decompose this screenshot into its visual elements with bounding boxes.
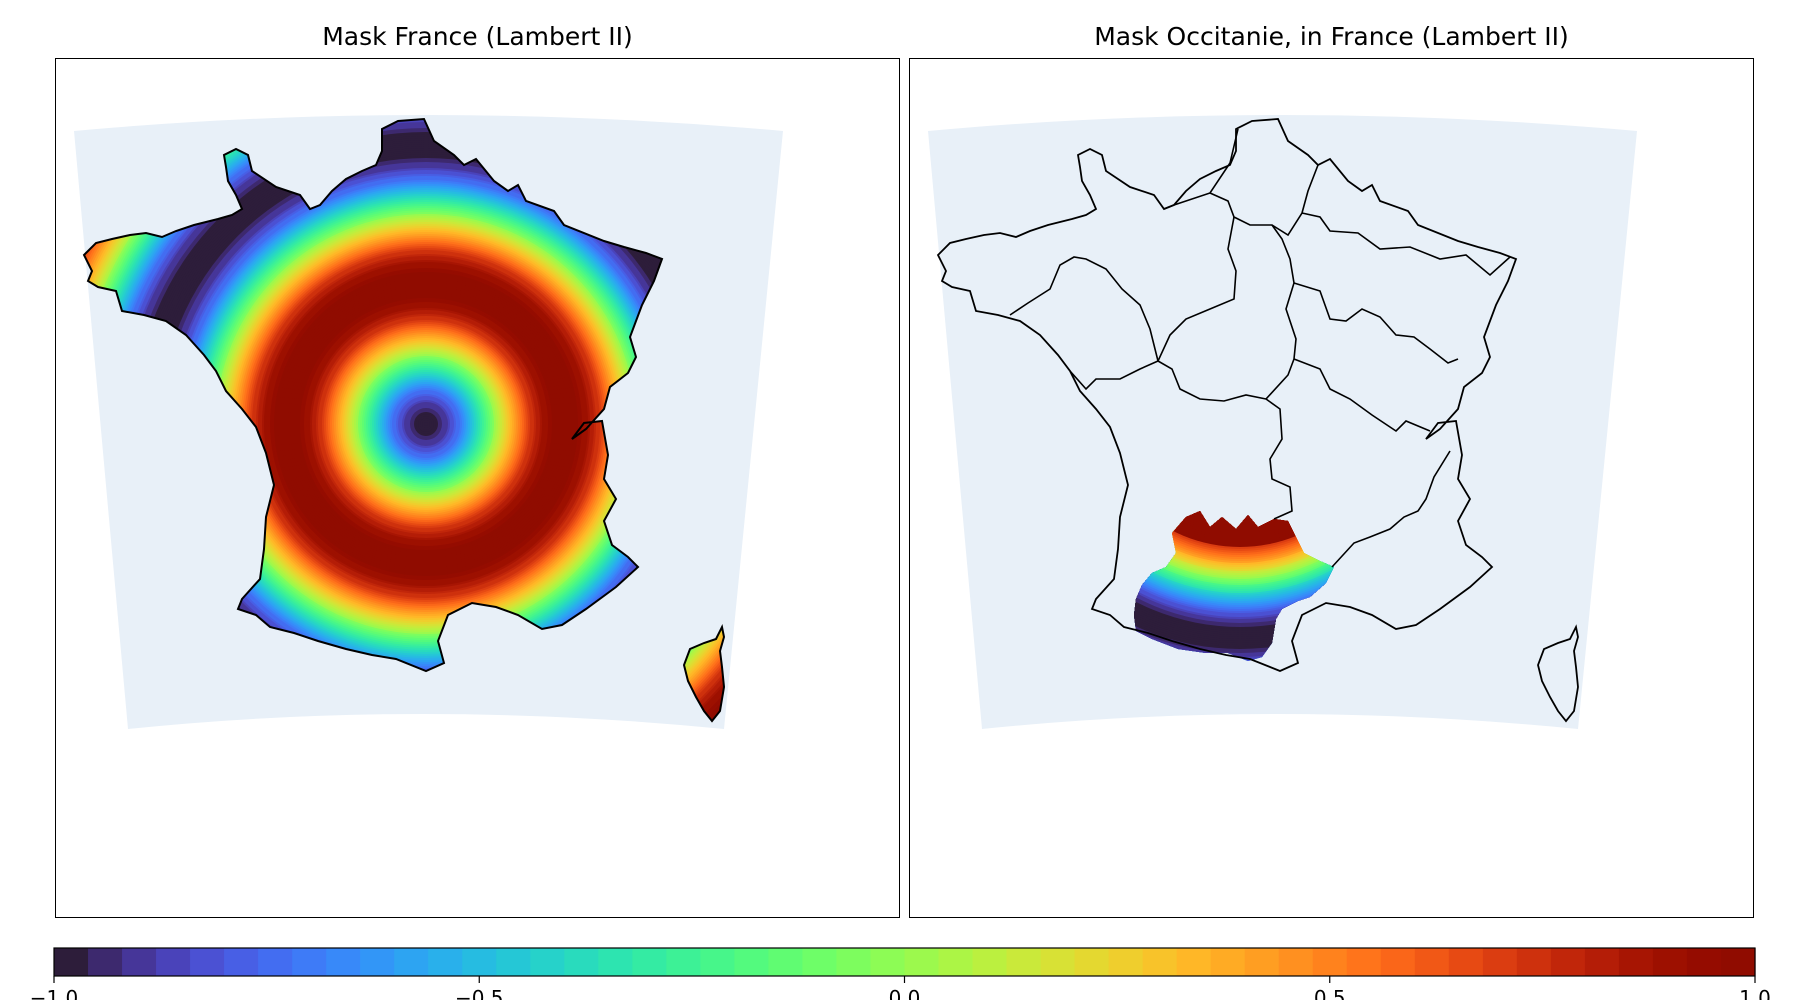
region-border: [1156, 216, 1267, 402]
region-borders: [1009, 128, 1511, 568]
region-border: [1009, 256, 1159, 362]
colorbar-band: [1414, 948, 1450, 976]
map-panel-france: [55, 58, 900, 918]
colorbar-band: [1550, 948, 1586, 976]
colorbar-tick-label: −1.0: [30, 986, 79, 1000]
colorbar-band: [54, 948, 89, 976]
colorbar-band: [768, 948, 804, 976]
region-border: [1293, 358, 1431, 433]
colorbar-band: [1006, 948, 1042, 976]
colorbar-band: [904, 948, 940, 976]
colorbar-band: [1312, 948, 1348, 976]
colorbar-band: [326, 948, 361, 976]
colorbar-band: [394, 948, 429, 976]
left-panel-title: Mask France (Lambert II): [322, 22, 633, 51]
corsica-coastline: [1537, 624, 1579, 723]
france-map: [74, 115, 783, 729]
colorbar-band: [734, 948, 770, 976]
colorbar-tick-label: 0.5: [1314, 986, 1346, 1000]
france-coastline: [82, 117, 664, 673]
colorbar-band: [1618, 948, 1654, 976]
colorbar-bands: [54, 948, 1756, 976]
colorbar-band: [1108, 948, 1144, 976]
france-coastline: [936, 118, 1518, 672]
map-panel-occitanie: [909, 58, 1754, 918]
colorbar-band: [88, 948, 123, 976]
colorbar-ticks: −1.0 −0.5 0.0 0.5 1.0: [30, 976, 1771, 1000]
colorbar-band: [1074, 948, 1110, 976]
colorbar-band: [1142, 948, 1178, 976]
colorbar-band: [530, 948, 565, 976]
colorbar-band: [666, 948, 701, 976]
colorbar-tick-label: 0.0: [889, 986, 921, 1000]
colorbar-band: [1210, 948, 1246, 976]
colorbar-band: [156, 948, 191, 976]
colorbar-band: [700, 948, 735, 976]
colorbar-band: [1448, 948, 1484, 976]
colorbar-band: [122, 948, 157, 976]
colorbar-band: [1584, 948, 1620, 976]
colorbar-band: [360, 948, 395, 976]
region-border: [1265, 398, 1293, 520]
region-border: [1301, 212, 1511, 277]
colorbar-tick-label: 1.0: [1739, 986, 1771, 1000]
colorbar-band: [1720, 948, 1756, 976]
colorbar-band: [632, 948, 667, 976]
colorbar-band: [1346, 948, 1382, 976]
region-border: [1265, 224, 1297, 400]
colorbar-band: [972, 948, 1008, 976]
region-border: [1069, 360, 1159, 391]
colorbar-band: [224, 948, 259, 976]
colorbar-band: [292, 948, 327, 976]
colorbar-band: [938, 948, 974, 976]
colorbar-band: [598, 948, 633, 976]
colorbar-band: [564, 948, 599, 976]
colorbar-band: [1516, 948, 1552, 976]
colorbar-band: [258, 948, 293, 976]
region-border: [1293, 282, 1459, 364]
colorbar-band: [802, 948, 838, 976]
colorbar-band: [1244, 948, 1280, 976]
colorbar-band: [1176, 948, 1212, 976]
corsica-coastline: [682, 623, 726, 723]
colorbar-band: [190, 948, 225, 976]
colorbar-band: [1040, 948, 1076, 976]
colorbar-band: [1686, 948, 1722, 976]
colorbar-band: [1482, 948, 1518, 976]
right-panel-title: Mask Occitanie, in France (Lambert II): [1094, 22, 1569, 51]
colorbar-band: [496, 948, 531, 976]
field-ring: [424, 422, 428, 426]
colorbar-band: [870, 948, 906, 976]
colorbar-band: [1278, 948, 1314, 976]
colorbar-band: [428, 948, 463, 976]
colorbar-band: [1652, 948, 1688, 976]
occitanie-map: [928, 115, 1637, 729]
colorbar-band: [1380, 948, 1416, 976]
region-border: [1331, 450, 1451, 568]
colorbar-tick-label: −0.5: [455, 986, 504, 1000]
colorbar-band: [836, 948, 872, 976]
colorbar-band: [462, 948, 497, 976]
